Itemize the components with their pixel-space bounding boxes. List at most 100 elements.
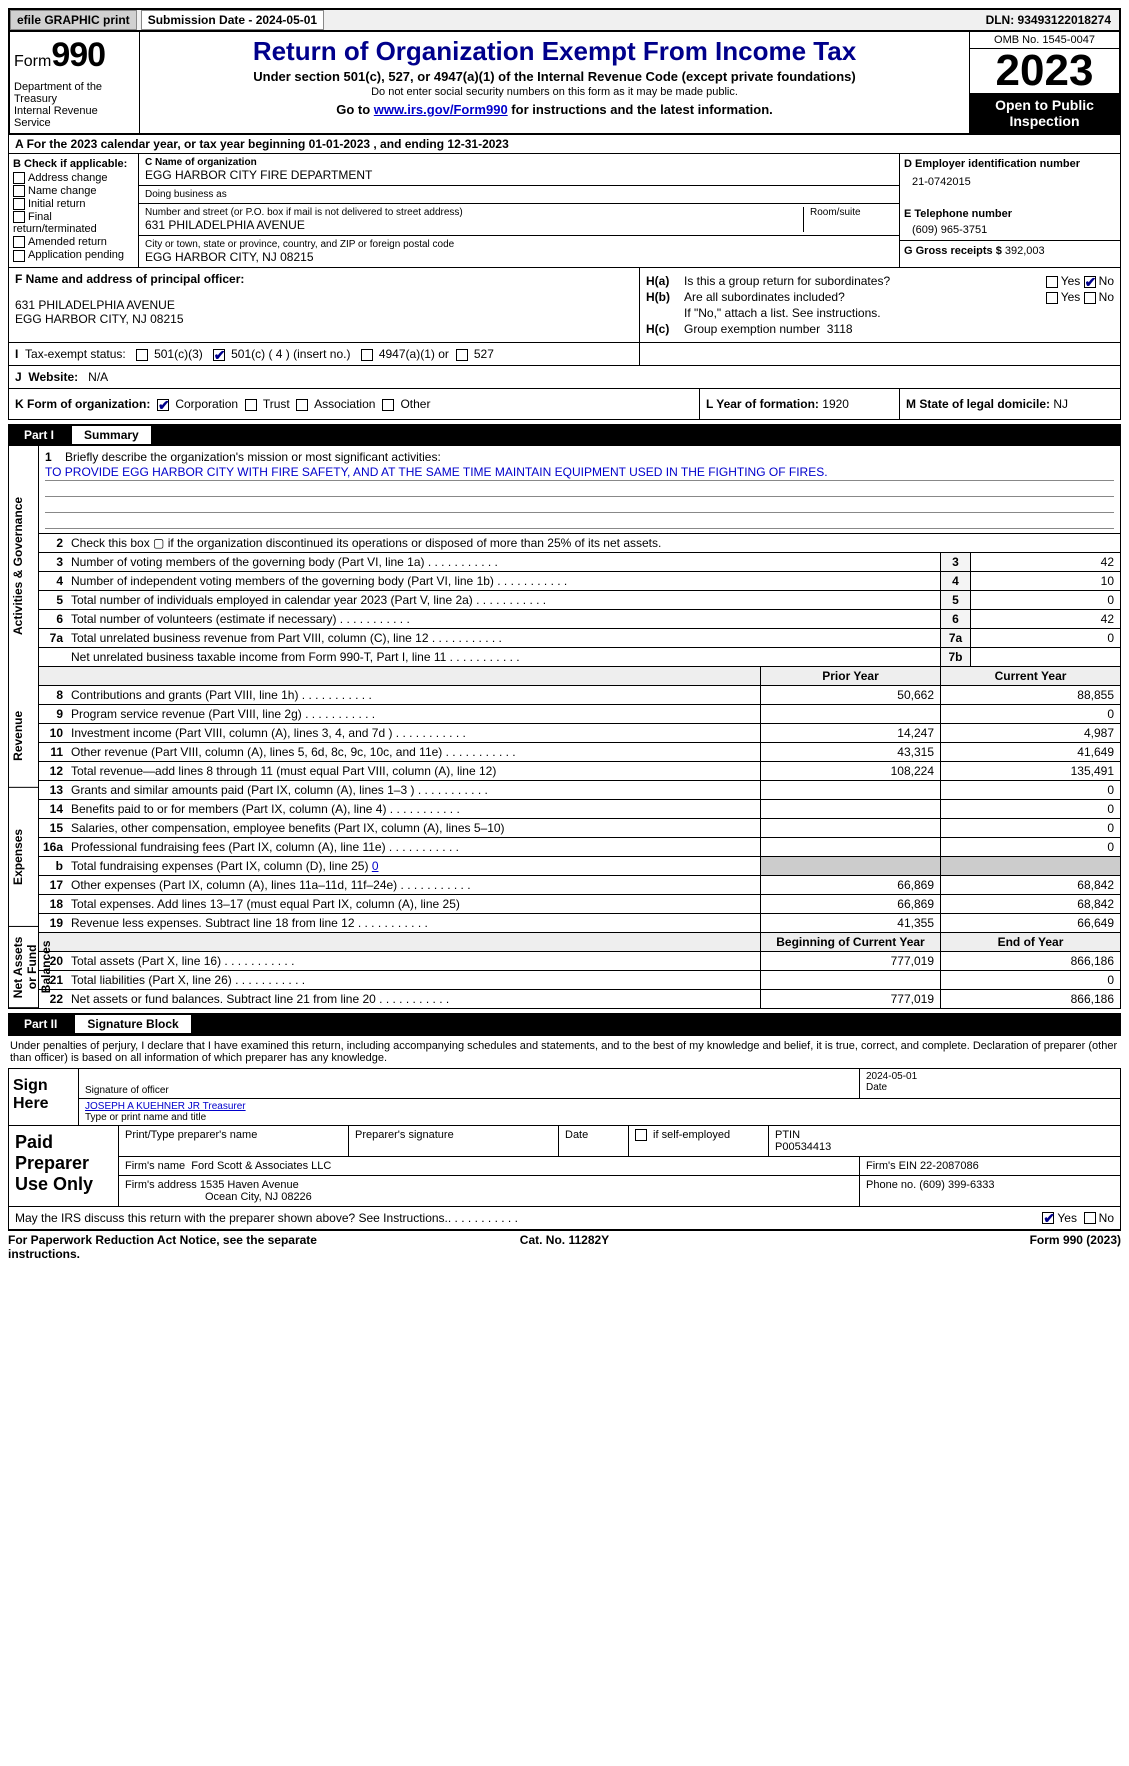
org-name-cell: C Name of organization EGG HARBOR CITY F… <box>139 154 899 186</box>
open-to-public: Open to Public Inspection <box>970 93 1119 133</box>
gross-value: 392,003 <box>1005 245 1045 257</box>
hb-no-cb[interactable] <box>1084 292 1096 304</box>
year-form-value: 1920 <box>822 397 849 411</box>
prep-sig-label: Preparer's signature <box>349 1126 559 1156</box>
hc-label: Group exemption number <box>684 322 820 336</box>
hb-label: Are all subordinates included? <box>684 290 845 304</box>
line12-cy: 135,491 <box>940 762 1120 780</box>
sign-here-block: Sign Here Signature of officer 2024-05-0… <box>8 1068 1121 1126</box>
line16b-desc: Total fundraising expenses (Part IX, col… <box>67 857 760 875</box>
line-a-text: For the 2023 calendar year, or tax year … <box>27 137 509 151</box>
firm-addr2: Ocean City, NJ 08226 <box>125 1191 853 1203</box>
header-left: Form990 Department of the Treasury Inter… <box>10 32 140 133</box>
irs-label: Internal Revenue Service <box>14 105 135 129</box>
discuss-no-cb[interactable] <box>1084 1212 1096 1224</box>
row-j: J Website: N/A <box>8 366 1121 389</box>
line16b-py-shade <box>760 857 940 875</box>
line18-desc: Total expenses. Add lines 13–17 (must eq… <box>67 895 760 913</box>
line19-desc: Revenue less expenses. Subtract line 18 … <box>67 914 760 932</box>
firm-name-value: Ford Scott & Associates LLC <box>191 1160 331 1172</box>
net-col-headers: Beginning of Current Year End of Year <box>39 933 1120 952</box>
cb-assoc[interactable] <box>296 399 308 411</box>
line11-py: 43,315 <box>760 743 940 761</box>
cb-final-return[interactable]: Final return/terminated <box>13 211 134 235</box>
vtab-revenue: Revenue <box>9 685 38 788</box>
line19-cy: 66,649 <box>940 914 1120 932</box>
cb-application-pending[interactable]: Application pending <box>13 249 134 261</box>
dba-cell: Doing business as <box>139 186 899 204</box>
dept-treasury: Department of the Treasury <box>14 81 135 105</box>
line-a-tax-year: A For the 2023 calendar year, or tax yea… <box>8 135 1121 154</box>
cb-initial-return[interactable]: Initial return <box>13 198 134 210</box>
cb-501c3[interactable] <box>136 349 148 361</box>
website-value: N/A <box>88 370 108 384</box>
part2-num: Part II <box>12 1015 69 1033</box>
cb-amended-return[interactable]: Amended return <box>13 236 134 248</box>
box-b: B Check if applicable: Address change Na… <box>9 154 139 267</box>
firm-ein-value: 22-2087086 <box>920 1160 979 1172</box>
efile-print-button[interactable]: efile GRAPHIC print <box>10 10 137 30</box>
line12-py: 108,224 <box>760 762 940 780</box>
ha-yes-cb[interactable] <box>1046 276 1058 288</box>
dba-label: Doing business as <box>145 189 893 200</box>
box-g: G Gross receipts $ 392,003 <box>900 241 1120 261</box>
website-label: Website: <box>28 370 78 384</box>
line12-desc: Total revenue—add lines 8 through 11 (mu… <box>67 762 760 780</box>
line8-desc: Contributions and grants (Part VIII, lin… <box>67 686 760 704</box>
hb-note: If "No," attach a list. See instructions… <box>684 306 881 320</box>
cb-527[interactable] <box>456 349 468 361</box>
cb-trust[interactable] <box>245 399 257 411</box>
firm-phone-value: (609) 399-6333 <box>919 1179 994 1191</box>
org-name: EGG HARBOR CITY FIRE DEPARTMENT <box>145 168 893 182</box>
topbar: efile GRAPHIC print Submission Date - 20… <box>8 8 1121 32</box>
cb-501c[interactable] <box>213 349 225 361</box>
firm-name-label: Firm's name <box>125 1160 185 1172</box>
room-label: Room/suite <box>810 207 893 218</box>
line9-desc: Program service revenue (Part VIII, line… <box>67 705 760 723</box>
line16a-desc: Professional fundraising fees (Part IX, … <box>67 838 760 856</box>
paid-preparer-label: Paid Preparer Use Only <box>9 1126 119 1206</box>
footer-right: Form 990 (2023) <box>750 1233 1121 1261</box>
footer: For Paperwork Reduction Act Notice, see … <box>8 1230 1121 1263</box>
org-name-label: C Name of organization <box>145 157 893 168</box>
box-d: D Employer identification number 21-0742… <box>900 154 1120 204</box>
tax-status-label: Tax-exempt status: <box>25 347 126 361</box>
cb-other[interactable] <box>382 399 394 411</box>
line14-desc: Benefits paid to or for members (Part IX… <box>67 800 760 818</box>
officer-name: JOSEPH A KUEHNER JR Treasurer <box>85 1101 1114 1112</box>
mission-text: TO PROVIDE EGG HARBOR CITY WITH FIRE SAF… <box>45 464 1114 481</box>
form-subtitle: Under section 501(c), 527, or 4947(a)(1)… <box>146 69 963 84</box>
goto-link[interactable]: www.irs.gov/Form990 <box>374 102 508 117</box>
hb-yes-cb[interactable] <box>1046 292 1058 304</box>
cb-name-change[interactable]: Name change <box>13 185 134 197</box>
line17-py: 66,869 <box>760 876 940 894</box>
dln: DLN: 93493122018274 <box>986 13 1119 27</box>
officer-addr1: 631 PHILADELPHIA AVENUE <box>15 298 633 312</box>
eoy-hdr: End of Year <box>940 933 1120 951</box>
part1-title: Summary <box>72 426 151 444</box>
cb-address-change[interactable]: Address change <box>13 172 134 184</box>
line20-desc: Total assets (Part X, line 16) <box>67 952 760 970</box>
paid-preparer-block: Paid Preparer Use Only Print/Type prepar… <box>8 1126 1121 1207</box>
part2-title: Signature Block <box>75 1015 190 1033</box>
line7a-desc: Total unrelated business revenue from Pa… <box>67 629 940 647</box>
form-number: Form990 <box>14 36 135 75</box>
state-value: NJ <box>1053 397 1068 411</box>
discuss-yes-cb[interactable] <box>1042 1212 1054 1224</box>
officer-label: F Name and address of principal officer: <box>15 272 633 286</box>
form-header: Form990 Department of the Treasury Inter… <box>8 32 1121 135</box>
cb-self-employed[interactable] <box>635 1129 647 1141</box>
cb-4947[interactable] <box>361 349 373 361</box>
firm-addr-label: Firm's address <box>125 1179 197 1191</box>
line4-val: 10 <box>970 572 1120 590</box>
box-h: H(a) Is this a group return for subordin… <box>640 268 1120 342</box>
line2: Check this box ▢ if the organization dis… <box>67 534 1120 552</box>
ein-value: 21-0742015 <box>904 170 1116 188</box>
box-b-title: B Check if applicable: <box>13 158 134 170</box>
cb-corp[interactable] <box>157 399 169 411</box>
line6-val: 42 <box>970 610 1120 628</box>
phone-value: (609) 965-3751 <box>904 220 1116 236</box>
ha-no-cb[interactable] <box>1084 276 1096 288</box>
line16b-val: 0 <box>372 859 379 873</box>
rev-col-headers: Prior Year Current Year <box>39 667 1120 686</box>
